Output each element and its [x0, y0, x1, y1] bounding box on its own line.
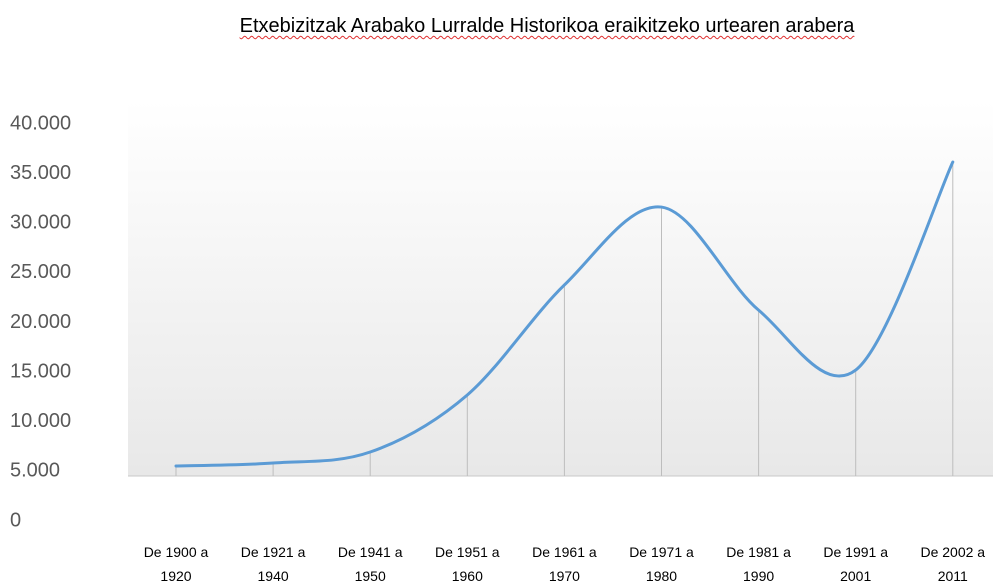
x-tick-label: De 1941 a 1950 — [337, 544, 403, 584]
x-tick-label: De 1921 a 1940 — [240, 544, 306, 584]
x-tick-label: De 1961 a 1970 — [532, 544, 597, 584]
y-tick-label: 25.000 — [10, 261, 71, 283]
x-tick-label: De 1971 a 1980 — [629, 544, 694, 584]
x-tick-label: De 1991 a 2001 — [823, 544, 888, 584]
y-tick-label: 0 — [10, 509, 21, 531]
y-tick-label: 35.000 — [10, 162, 71, 184]
y-tick-label: 20.000 — [10, 311, 71, 333]
y-tick-label: 30.000 — [10, 212, 71, 234]
y-tick-label: 5.000 — [10, 460, 60, 482]
y-tick-label: 15.000 — [10, 360, 71, 382]
x-tick-label: De 1951 a 1960 — [434, 544, 500, 584]
y-tick-label: 40.000 — [10, 112, 71, 134]
x-tick-label: De 1900 a 1920 — [143, 544, 209, 584]
data-line — [174, 160, 955, 468]
x-tick-label: De 2002 a 2011 — [920, 544, 986, 584]
y-tick-label: 10.000 — [10, 410, 71, 432]
x-tick-label: De 1981 a 1990 — [726, 544, 791, 584]
chart-title: Etxebizitzak Arabako Lurralde Historikoa… — [239, 15, 855, 37]
